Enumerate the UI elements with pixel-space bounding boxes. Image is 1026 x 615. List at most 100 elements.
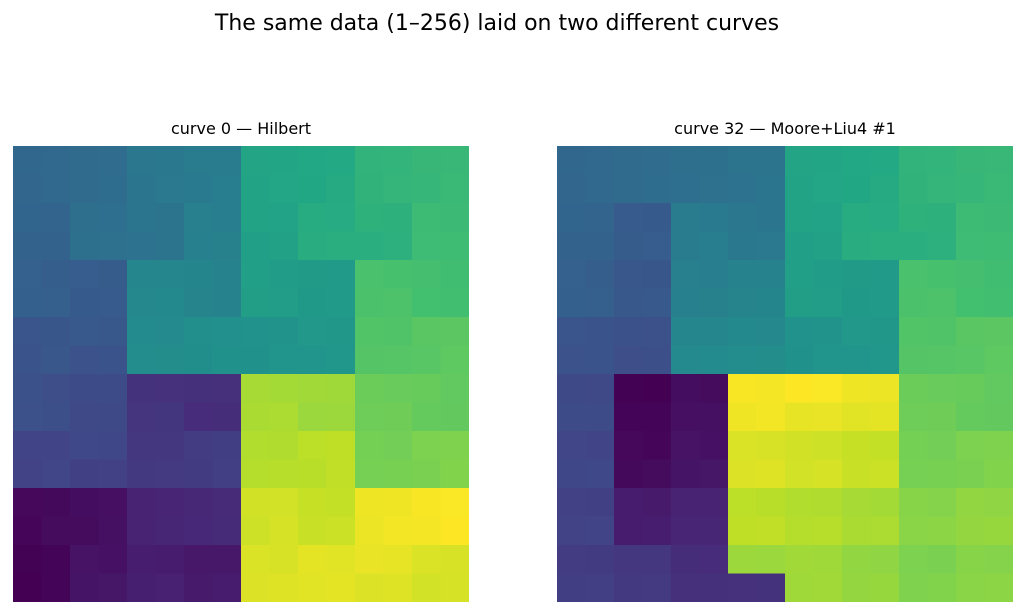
heatmap-cell xyxy=(155,402,185,432)
heatmap-cell xyxy=(870,545,900,575)
heatmap-cell xyxy=(269,345,299,375)
heatmap-cell xyxy=(699,260,729,290)
heatmap-panel-hilbert: curve 0 — Hilbert xyxy=(13,116,469,602)
heatmap-cell xyxy=(98,488,128,518)
heatmap-cell xyxy=(984,345,1013,375)
heatmap-cell xyxy=(728,288,758,318)
heatmap-cell xyxy=(41,260,71,290)
heatmap-cell xyxy=(870,431,900,461)
heatmap-cell xyxy=(383,203,413,233)
heatmap-cell xyxy=(383,345,413,375)
heatmap-cell xyxy=(212,402,242,432)
heatmap-cell xyxy=(899,231,929,261)
heatmap-cell xyxy=(355,203,385,233)
heatmap-cell xyxy=(813,488,843,518)
heatmap-cell xyxy=(785,231,815,261)
heatmap-cell xyxy=(298,345,328,375)
heatmap-cell xyxy=(557,431,587,461)
heatmap-cell xyxy=(813,288,843,318)
heatmap-cell xyxy=(241,203,271,233)
heatmap-cell xyxy=(956,203,986,233)
heatmap-cell xyxy=(298,317,328,347)
heatmap-cell xyxy=(927,459,957,489)
heatmap-cell xyxy=(127,260,157,290)
heatmap-cell xyxy=(440,459,469,489)
heatmap-cell xyxy=(614,374,644,404)
heatmap-cell xyxy=(557,516,587,546)
heatmap-cell xyxy=(842,231,872,261)
heatmap-cell xyxy=(13,545,43,575)
heatmap-cell xyxy=(756,345,786,375)
heatmap-cell xyxy=(440,488,469,518)
heatmap-cell xyxy=(813,374,843,404)
heatmap-cell xyxy=(41,402,71,432)
heatmap-cell xyxy=(440,288,469,318)
heatmap-cell xyxy=(870,146,900,176)
heatmap-cell xyxy=(699,317,729,347)
heatmap-cell xyxy=(585,545,615,575)
heatmap-cell xyxy=(956,231,986,261)
heatmap-cell xyxy=(614,146,644,176)
heatmap-cell xyxy=(870,402,900,432)
heatmap-cell xyxy=(842,516,872,546)
heatmap-cell xyxy=(412,231,442,261)
heatmap-cell xyxy=(557,345,587,375)
heatmap-cell xyxy=(241,174,271,204)
heatmap-cell xyxy=(614,231,644,261)
heatmap-cell xyxy=(671,573,701,602)
heatmap-cell xyxy=(785,317,815,347)
heatmap-cell xyxy=(440,374,469,404)
heatmap-cell xyxy=(956,545,986,575)
heatmap-title: curve 32 — Moore+Liu4 #1 xyxy=(674,119,896,138)
heatmap-cell xyxy=(70,459,100,489)
heatmap-cell xyxy=(155,345,185,375)
heatmap-cell xyxy=(355,488,385,518)
heatmap-cell xyxy=(184,203,214,233)
heatmap-cell xyxy=(756,231,786,261)
heatmap-cell xyxy=(614,459,644,489)
heatmap-cell xyxy=(842,573,872,602)
heatmap-cell xyxy=(557,459,587,489)
heatmap-cell xyxy=(41,345,71,375)
heatmap-cell xyxy=(355,459,385,489)
heatmap-cell xyxy=(298,516,328,546)
heatmap-cell xyxy=(355,260,385,290)
heatmap-cell xyxy=(813,402,843,432)
heatmap-cell xyxy=(127,146,157,176)
heatmap-cell xyxy=(70,431,100,461)
heatmap-cell xyxy=(842,146,872,176)
heatmap-cell xyxy=(956,459,986,489)
heatmap-cell xyxy=(956,288,986,318)
heatmap-cell xyxy=(614,431,644,461)
heatmap-cell xyxy=(756,488,786,518)
heatmap-cell xyxy=(440,174,469,204)
heatmap-cell xyxy=(870,488,900,518)
heatmap-cell xyxy=(728,573,758,602)
heatmap-cell xyxy=(671,203,701,233)
heatmap-cell xyxy=(899,516,929,546)
heatmap-cell xyxy=(241,402,271,432)
heatmap-cell xyxy=(842,402,872,432)
heatmap-cell xyxy=(127,317,157,347)
heatmap-cell xyxy=(671,146,701,176)
heatmap-cell xyxy=(155,174,185,204)
heatmap-cell xyxy=(728,203,758,233)
heatmap-cell xyxy=(298,203,328,233)
heatmap-cell xyxy=(98,260,128,290)
heatmap-cell xyxy=(412,459,442,489)
heatmap-cell xyxy=(557,260,587,290)
heatmap-cell xyxy=(870,345,900,375)
heatmap-cell xyxy=(557,374,587,404)
heatmap-cell xyxy=(671,345,701,375)
heatmap-cell xyxy=(813,573,843,602)
heatmap-cell xyxy=(98,174,128,204)
heatmap-cell xyxy=(813,345,843,375)
heatmap-cell xyxy=(642,345,672,375)
heatmap-cell xyxy=(984,174,1013,204)
heatmap-cell xyxy=(699,288,729,318)
heatmap-cell xyxy=(355,516,385,546)
heatmap-cell xyxy=(13,402,43,432)
heatmap-cell xyxy=(212,573,242,602)
heatmap-cell xyxy=(241,288,271,318)
heatmap-cell xyxy=(728,231,758,261)
